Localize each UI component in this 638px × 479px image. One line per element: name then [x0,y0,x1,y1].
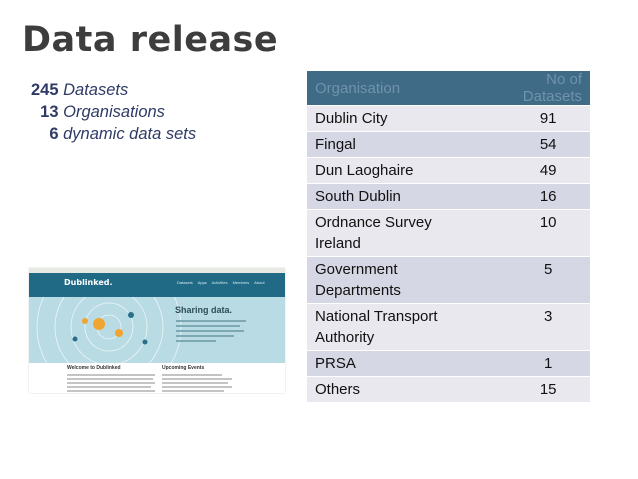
blue-dot-icon [142,339,148,345]
org-cell: Ordnance Survey Ireland [307,210,485,256]
count-cell: 5 [484,257,590,303]
org-cell: Others [307,377,485,402]
table-row: Fingal 54 [307,132,590,157]
table-row: Others 15 [307,377,590,402]
orange-dot-icon [82,318,88,324]
table-row: National Transport Authority 3 [307,304,590,350]
org-cell: PRSA [307,351,485,376]
stat-organisations: 13 Organisations [31,101,196,123]
table-header-row: Organisation No of Datasets [307,71,590,105]
thumb-section-right: Upcoming Events [162,365,205,371]
table-row: Dun Laoghaire 49 [307,158,590,183]
count-cell: 49 [484,158,590,183]
table-row: Government Departments 5 [307,257,590,303]
org-cell: National Transport Authority [307,304,485,350]
org-cell: South Dublin [307,184,485,209]
stat-datasets: 245 Datasets [31,79,196,101]
thumb-text-line [67,382,155,384]
stat-label: dynamic data sets [63,125,197,143]
thumb-text-line [162,382,228,384]
org-cell: Dublin City [307,106,485,131]
thumb-hero [29,268,285,393]
thumb-text-line [67,378,153,380]
orange-dot-icon [93,318,105,330]
thumb-text-line [162,378,232,380]
thumb-text-line [67,386,151,388]
orbit-illustration [36,268,182,393]
table-row: Ordnance Survey Ireland 10 [307,210,590,256]
thumb-hero-line [176,340,216,342]
thumb-text-line [162,374,222,376]
thumb-hero-line [176,320,246,322]
table-row: PRSA 1 [307,351,590,376]
count-cell: 91 [484,106,590,131]
count-cell: 16 [484,184,590,209]
column-header-organisation: Organisation [307,71,485,105]
stat-value: 6 [49,125,59,143]
thumb-nav-bar [29,273,285,297]
count-cell: 10 [484,210,590,256]
website-screenshot: Dublinked. Datasets Apps Activities Memb… [29,268,285,393]
count-cell: 3 [484,304,590,350]
count-cell: 54 [484,132,590,157]
thumb-hero-heading: Sharing data. [175,305,233,315]
table-row: Dublin City 91 [307,106,590,131]
stat-label: Datasets [63,81,129,99]
thumb-section-left: Welcome to Dublinked [67,365,121,371]
thumb-top-bar [29,268,285,273]
stat-label: Organisations [63,103,165,121]
thumb-logo: Dublinked. [64,278,113,287]
thumb-text-line [67,390,155,392]
org-cell: Government Departments [307,257,485,303]
org-cell: Fingal [307,132,485,157]
datasets-table: Organisation No of Datasets Dublin City … [307,70,590,403]
count-cell: 15 [484,377,590,402]
thumb-nav-links: Datasets Apps Activities Members About [177,280,265,285]
org-cell: Dun Laoghaire [307,158,485,183]
thumb-hero-line [176,325,240,327]
thumb-hero-line [176,335,234,337]
thumb-text-line [162,390,224,392]
thumb-text-line [162,386,232,388]
blue-dot-icon [72,336,78,342]
page-title: Data release [22,20,279,60]
thumb-hero-line [176,330,244,332]
column-header-count: No of Datasets [484,71,590,105]
table-row: South Dublin 16 [307,184,590,209]
stat-value: 13 [40,103,59,121]
count-cell: 1 [484,351,590,376]
stat-value: 245 [31,81,59,99]
stats-list: 245 Datasets 13 Organisations 6 dynamic … [31,79,196,145]
thumb-text-line [67,374,155,376]
blue-dot-icon [128,312,134,318]
stat-dynamic-sets: 6 dynamic data sets [31,123,196,145]
orange-dot-icon [115,329,123,337]
